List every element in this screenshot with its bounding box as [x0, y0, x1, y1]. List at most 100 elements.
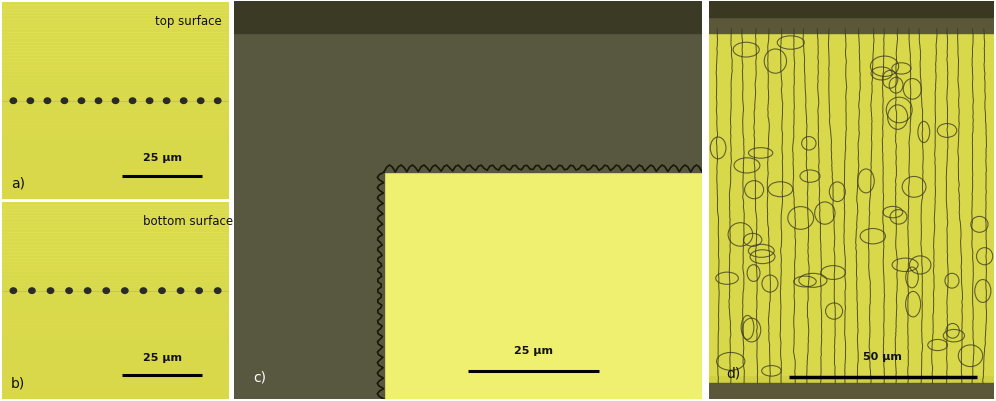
Bar: [2, 134, 229, 138]
Circle shape: [158, 288, 165, 294]
Bar: [2, 225, 229, 229]
Bar: [2, 10, 229, 13]
Bar: [2, 79, 229, 82]
Bar: [2, 154, 229, 157]
Bar: [2, 291, 229, 294]
Bar: [2, 383, 229, 386]
Text: 25 μm: 25 μm: [142, 152, 181, 162]
Bar: [2, 177, 229, 180]
Bar: [2, 340, 229, 343]
Bar: [2, 203, 229, 206]
Bar: [234, 2, 702, 34]
Bar: [2, 320, 229, 324]
Text: 25 μm: 25 μm: [142, 352, 181, 362]
Text: top surface: top surface: [154, 15, 221, 28]
Bar: [2, 43, 229, 46]
Bar: [2, 363, 229, 366]
Bar: [2, 219, 229, 222]
Bar: [2, 69, 229, 72]
Circle shape: [79, 99, 85, 104]
Bar: [2, 334, 229, 337]
Bar: [2, 36, 229, 39]
Bar: [2, 108, 229, 111]
Bar: [2, 62, 229, 65]
Circle shape: [29, 288, 35, 294]
Bar: [2, 111, 229, 115]
Bar: [2, 216, 229, 219]
Bar: [388, 173, 702, 395]
Circle shape: [163, 99, 169, 104]
Bar: [2, 393, 229, 396]
Bar: [2, 346, 229, 350]
Bar: [2, 101, 229, 105]
Bar: [2, 26, 229, 29]
Circle shape: [62, 99, 68, 104]
Bar: [2, 261, 229, 265]
Circle shape: [27, 99, 34, 104]
Text: d): d): [726, 365, 740, 379]
Bar: [2, 98, 229, 101]
Bar: [2, 275, 229, 278]
Text: c): c): [253, 369, 266, 383]
Bar: [2, 157, 229, 160]
Bar: [2, 206, 229, 209]
Text: 25 μm: 25 μm: [514, 345, 553, 355]
Bar: [2, 379, 229, 383]
Text: a): a): [11, 176, 25, 190]
Circle shape: [66, 288, 73, 294]
Circle shape: [113, 99, 119, 104]
Bar: [2, 186, 229, 190]
Bar: [2, 343, 229, 346]
Bar: [2, 91, 229, 95]
Bar: [383, 173, 702, 399]
Bar: [2, 82, 229, 85]
Bar: [2, 360, 229, 363]
Bar: [2, 6, 229, 10]
Bar: [709, 2, 994, 18]
Circle shape: [214, 99, 221, 104]
Bar: [2, 164, 229, 167]
Bar: [2, 124, 229, 128]
Bar: [2, 75, 229, 79]
Bar: [2, 16, 229, 20]
Bar: [2, 209, 229, 213]
Bar: [2, 52, 229, 56]
Bar: [2, 167, 229, 170]
Circle shape: [10, 288, 17, 294]
Bar: [2, 245, 229, 248]
Bar: [2, 239, 229, 242]
Bar: [2, 310, 229, 314]
Bar: [2, 85, 229, 88]
Bar: [2, 317, 229, 320]
Bar: [2, 301, 229, 304]
Circle shape: [48, 288, 54, 294]
Circle shape: [129, 99, 135, 104]
Polygon shape: [383, 166, 702, 399]
Bar: [2, 353, 229, 356]
Bar: [2, 258, 229, 261]
Polygon shape: [234, 173, 383, 399]
Bar: [2, 356, 229, 360]
Bar: [2, 20, 229, 23]
Bar: [2, 268, 229, 271]
Circle shape: [10, 99, 17, 104]
Bar: [2, 56, 229, 59]
Bar: [2, 222, 229, 225]
Bar: [234, 173, 383, 399]
Bar: [2, 232, 229, 235]
Bar: [2, 255, 229, 258]
Bar: [2, 131, 229, 134]
Bar: [2, 350, 229, 353]
Circle shape: [96, 99, 102, 104]
Bar: [2, 389, 229, 393]
Circle shape: [177, 288, 183, 294]
Bar: [2, 278, 229, 281]
Bar: [2, 88, 229, 92]
Bar: [2, 160, 229, 164]
Bar: [2, 229, 229, 232]
Bar: [2, 72, 229, 75]
Bar: [2, 193, 229, 196]
Bar: [2, 23, 229, 26]
Text: 50 μm: 50 μm: [864, 351, 902, 361]
Bar: [2, 151, 229, 154]
